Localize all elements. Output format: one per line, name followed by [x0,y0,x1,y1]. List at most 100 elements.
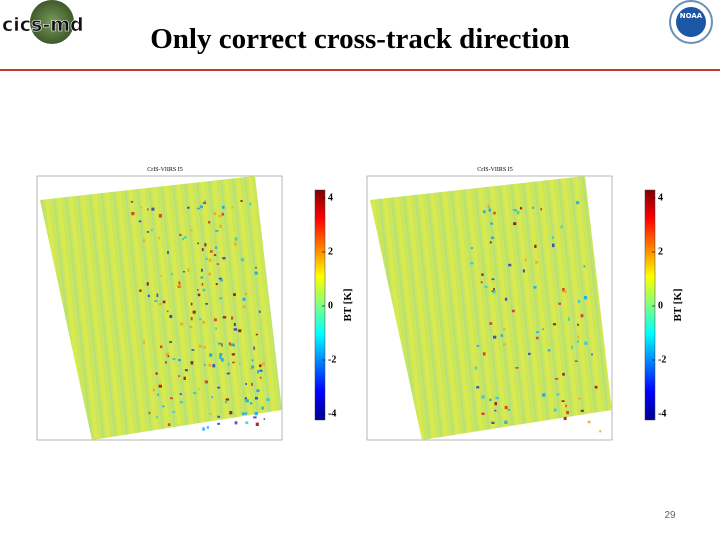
swath-noise [202,320,205,324]
swath-noise [245,421,249,425]
swath-noise [553,408,557,412]
swath-noise [503,343,506,346]
colorbar-label: BT [K] [672,288,684,321]
swath-noise [142,239,145,243]
swath-noise [234,237,238,241]
swath-noise [152,388,156,392]
swath-noise [217,342,222,345]
swath-noise [233,328,238,331]
swath-noise [211,396,214,399]
swath-noise [542,328,544,331]
swath-noise [232,361,235,364]
swath-noise [138,220,142,223]
swath-noise [179,400,183,404]
panels: CrIS-VIIRS I5 4 2 0 -2 -4 BT [K] CrIS-VIIRS I5 4… [36,167,684,441]
swath-noise [580,409,584,412]
swath-noise [219,352,223,357]
swath-noise [577,299,581,303]
swath-noise [489,241,492,244]
swath-noise [217,386,221,389]
swath-noise [169,341,172,344]
swath-noise [255,266,257,269]
swath-noise [249,402,253,405]
swath-noise [504,297,508,301]
swath-noise [242,297,246,301]
slide-title: Only correct cross-track direction [150,23,570,55]
swath-noise [166,310,169,313]
swath-noise [493,211,496,215]
swath-noise [480,281,483,284]
swath-noise [504,420,508,424]
swath-noise [490,222,493,225]
swath-noise [489,322,493,325]
swath-noise [197,242,199,245]
swath-noise [547,349,551,352]
colorbar-tick-label: 4 [658,192,663,203]
swath-noise [240,200,243,202]
swath-noise [258,364,262,368]
swath-noise [482,352,486,356]
swath-noise [580,314,584,318]
swath-noise [213,254,217,256]
swath-noise [234,421,238,425]
swath-noise [489,398,492,402]
swath-noise [221,358,224,362]
swath-noise [187,268,190,272]
swath-noise [230,316,234,320]
swath-noise [587,420,591,424]
swath-noise [197,288,199,291]
swath-noise [255,333,258,336]
swath-noise [563,289,567,293]
swath-noise [476,344,480,347]
colorbar-label: BT [K] [342,288,354,321]
swath-noise [245,412,248,415]
swath-noise [230,343,235,347]
colorbar-tick-label: -4 [328,408,336,419]
colorbar-tick-label: 4 [328,192,333,203]
swath-noise [190,317,193,321]
swath-noise [254,412,258,416]
swath-noise [165,352,170,357]
colorbar [644,189,656,421]
swath-noise [516,210,520,215]
swath-noise [551,236,554,239]
swath-noise [221,343,223,347]
swath-noise [198,388,201,390]
swath-noise [577,323,579,326]
swath-noise [167,423,171,427]
swath-noise [200,276,204,279]
swath-noise [253,416,257,419]
swath-noise [205,302,208,305]
swath-noise [201,282,204,286]
swath-noise [215,230,219,232]
swath-noise [206,426,209,429]
swath-noise [536,331,539,334]
swath-noise [576,201,580,205]
swath-noise [183,236,187,239]
swath-noise [130,200,134,203]
swath-noise [169,314,173,318]
colorbar-tick-label: -2 [658,354,666,365]
swath-noise [209,250,213,253]
swath-noise [215,246,218,249]
swath-noise [220,279,223,282]
swath-noise [503,328,506,331]
swath-noise [146,231,150,233]
swath-noise [574,360,578,362]
swath-noise [204,380,209,384]
swath-noise [494,409,497,412]
swath-noise [508,263,512,267]
swath-noise [204,243,207,247]
swath-noise [189,325,193,329]
swath-noise [229,411,233,415]
swath-noise [481,412,485,416]
swath-noise [162,300,166,304]
swath-noise [256,389,260,393]
swath-noise [491,278,495,281]
swath-noise [179,393,182,396]
swath-noise [216,263,220,265]
swath-noise [209,353,213,357]
swath-noise [259,376,262,379]
swath-noise [233,343,235,347]
